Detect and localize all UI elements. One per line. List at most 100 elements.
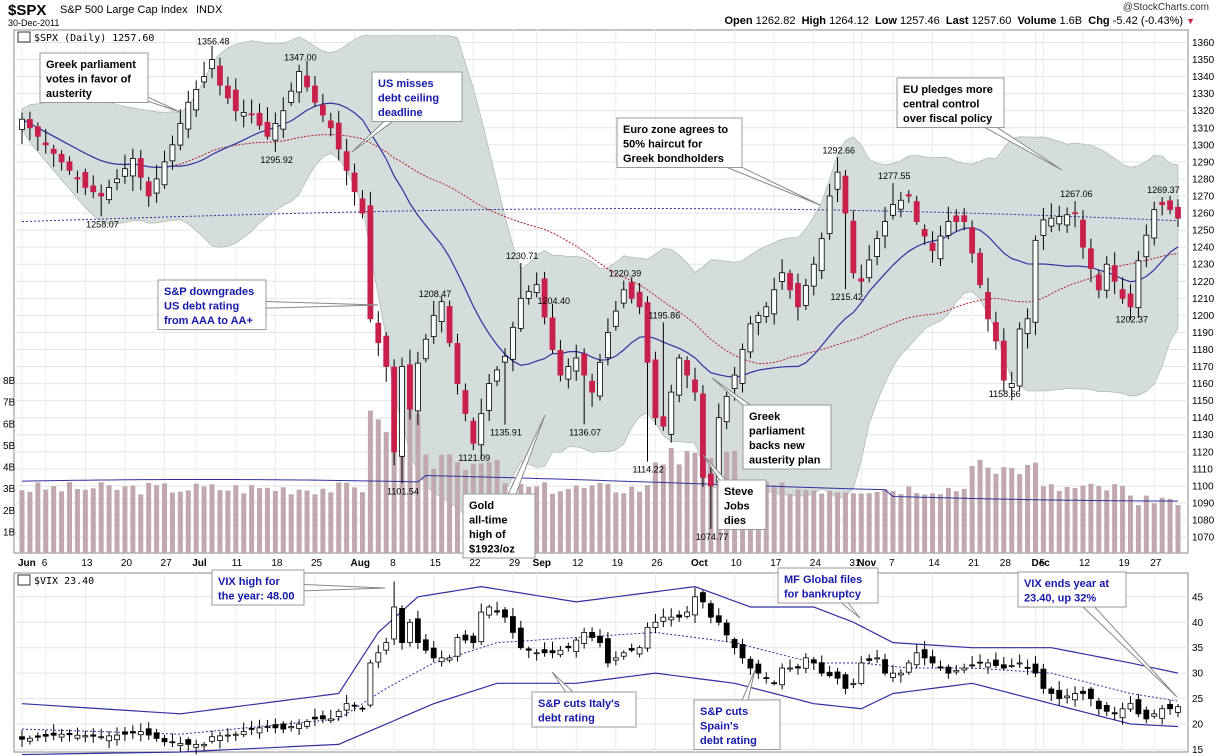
x-tick-label: 8 (390, 558, 396, 569)
candle-body (1072, 212, 1078, 215)
spx-candle (834, 157, 841, 202)
volume-bar (557, 491, 563, 553)
candle-body (1135, 260, 1142, 309)
candle-body (359, 707, 366, 710)
spx-candle (1000, 328, 1007, 392)
spx-candle (478, 398, 485, 460)
x-tick-label: 12 (572, 558, 584, 569)
vix-candle (787, 659, 793, 673)
volume-bar (106, 485, 112, 553)
candle-body (913, 652, 920, 666)
candle-body (1000, 340, 1007, 381)
candle-body (929, 242, 936, 251)
annotation-callout: S&P cuts Italy's debt rating (531, 671, 637, 728)
callout-text: US debt rating (164, 301, 239, 313)
candle-body (890, 672, 896, 678)
volume-bar (288, 494, 294, 553)
vix-candle (343, 695, 350, 717)
y-tick-label: 1300 (1192, 140, 1215, 151)
x-tick-label: 18 (271, 558, 283, 569)
vix-candle (359, 705, 366, 712)
legend-candle-icon (17, 31, 31, 43)
vix-candle (438, 650, 445, 667)
vix-candle (858, 656, 865, 686)
y-tick-label: 1290 (1192, 157, 1215, 168)
candle-body (1024, 318, 1031, 335)
vix-candle (288, 720, 295, 732)
candle-body (581, 632, 588, 644)
vix-candle (98, 728, 105, 740)
callout-box (371, 71, 463, 122)
x-tick-label: 27 (1150, 558, 1162, 569)
y-tick-label: 1200 (1192, 311, 1215, 322)
candle-body (232, 89, 239, 112)
spx-candle (264, 107, 271, 140)
candle-body (494, 369, 500, 382)
vix-candle (1143, 706, 1150, 724)
callout-text: VIX high for (218, 576, 280, 588)
spx-candle (1151, 201, 1158, 246)
vix-candle (122, 727, 128, 741)
candle-body (644, 626, 651, 649)
spx-candle (288, 82, 295, 106)
candle-body (288, 726, 295, 729)
watermark: @StockCharts.com (1122, 2, 1209, 13)
candle-body (272, 123, 279, 141)
volume-bar (431, 468, 437, 553)
volume-bar (827, 490, 833, 553)
vix-candle (628, 643, 635, 653)
volume-bar (51, 486, 57, 553)
annotation-callout: Gold all-time high of $1923/oz (462, 414, 546, 559)
candle-body (992, 322, 999, 342)
vix-y-tick-label: 40 (1192, 618, 1204, 629)
volume-bar (209, 484, 215, 553)
spx-candle (1159, 197, 1166, 216)
candle-body (1167, 703, 1173, 710)
vix-candle (1024, 659, 1031, 675)
spx-candle (106, 179, 112, 204)
candle-body (525, 648, 532, 651)
y-tick-label: 1100 (1192, 481, 1214, 492)
spx-candle (430, 300, 437, 344)
spx-candle (921, 224, 928, 245)
candle-body (1000, 664, 1007, 669)
volume-bar (336, 482, 342, 553)
y-tick-label: 1270 (1192, 192, 1215, 203)
y-tick-label: 1230 (1192, 260, 1215, 271)
candle-body (795, 283, 801, 308)
candle-body (1080, 219, 1086, 248)
candle-body (787, 667, 793, 670)
vix-candle (399, 605, 405, 650)
spx-candle (510, 321, 516, 372)
spx-candle (1167, 195, 1173, 215)
annotation-callout: Steve Jobs dies (702, 454, 767, 530)
candle-body (668, 616, 675, 621)
spx-candle (628, 277, 635, 304)
spx-candle (858, 264, 865, 294)
y-tick-label: 1250 (1192, 226, 1215, 237)
volume-bar (1072, 488, 1078, 553)
vix-candle (913, 644, 920, 669)
volume-bar (676, 464, 682, 553)
candle-body (953, 670, 960, 673)
candle-body (319, 104, 326, 116)
price-label: 1230.71 (506, 251, 539, 261)
callout-text: EU pledges more (903, 84, 993, 96)
chg-label: Chg (1088, 15, 1110, 27)
vix-candle (826, 665, 833, 678)
vix-candle (715, 608, 722, 626)
candle-body (787, 273, 793, 291)
spx-candle (153, 164, 160, 203)
candle-body (636, 291, 643, 308)
candle-body (209, 736, 215, 742)
candle-body (628, 282, 635, 299)
spx-candle (953, 209, 960, 231)
volume-bar (621, 493, 627, 553)
price-label: 1114.22 (633, 465, 664, 475)
candle-body (818, 238, 825, 272)
spx-candle (905, 190, 912, 203)
annotation-callout: Greek parliament backs new austerity plan (711, 377, 832, 470)
vix-candle (1135, 693, 1142, 718)
spx-candle (882, 206, 888, 249)
callout-box (693, 699, 781, 750)
